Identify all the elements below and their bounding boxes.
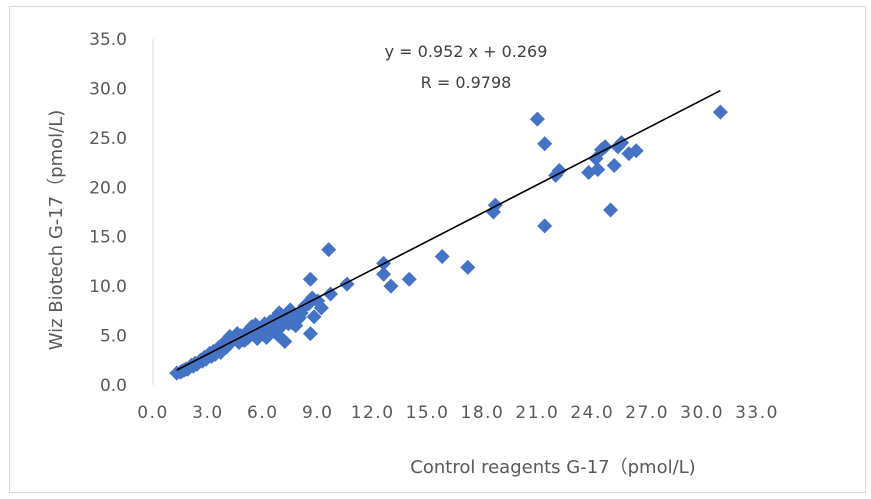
data-point [712,104,728,120]
chart-frame [9,6,866,493]
x-tick-label: 33.0 [735,403,779,423]
x-axis-ticks: 0.0 3.0 6.0 9.0 12.0 15.0 18.0 21.0 24.0 27.0 30.0… [137,403,779,423]
y-axis-ticks: 0.0 5.0 10.0 15.0 20.0 25.0 30.0 35.0 [89,30,127,396]
data-point [603,202,619,218]
data-point [597,139,613,155]
data-point [376,266,392,282]
y-tick-label: 10.0 [89,277,127,297]
data-points [169,104,728,381]
data-point [551,162,567,178]
x-tick-label: 9.0 [302,403,334,423]
data-point [537,218,553,234]
x-axis-title: Control reagents G-17（pmol/L) [410,457,695,478]
x-tick-label: 24.0 [570,403,614,423]
data-point [306,309,322,325]
data-point [247,317,263,333]
y-tick-label: 20.0 [89,178,127,198]
data-point [537,136,553,152]
trendline-equation: y = 0.952 x + 0.269 [385,42,548,61]
data-point [323,286,339,302]
data-point [277,334,293,350]
x-tick-label: 21.0 [515,403,559,423]
data-point [383,278,399,294]
data-point [313,300,329,316]
y-tick-label: 5.0 [100,327,127,347]
x-tick-label: 0.0 [137,403,169,423]
x-tick-label: 30.0 [680,403,724,423]
data-point [460,259,476,275]
y-tick-label: 15.0 [89,228,127,248]
data-point [401,271,417,287]
data-point [302,271,318,287]
correlation-label: R = 0.9798 [421,73,512,92]
y-tick-label: 30.0 [89,79,127,99]
data-point [590,161,606,177]
x-tick-label: 3.0 [192,403,224,423]
y-tick-label: 0.0 [100,376,127,396]
data-point [529,111,545,127]
data-point [302,326,318,342]
x-tick-label: 12.0 [351,403,395,423]
y-axis-title: Wiz Biotech G-17（pmol/L) [46,110,67,351]
data-point [606,158,622,174]
x-tick-label: 6.0 [247,403,279,423]
x-tick-label: 27.0 [625,403,669,423]
data-point [339,276,355,292]
data-point [434,248,450,264]
x-tick-label: 15.0 [406,403,450,423]
y-tick-label: 25.0 [89,129,127,149]
x-tick-label: 18.0 [461,403,505,423]
y-tick-label: 35.0 [89,30,127,50]
trendline [176,89,721,371]
data-point [628,143,644,159]
data-point [321,242,337,258]
